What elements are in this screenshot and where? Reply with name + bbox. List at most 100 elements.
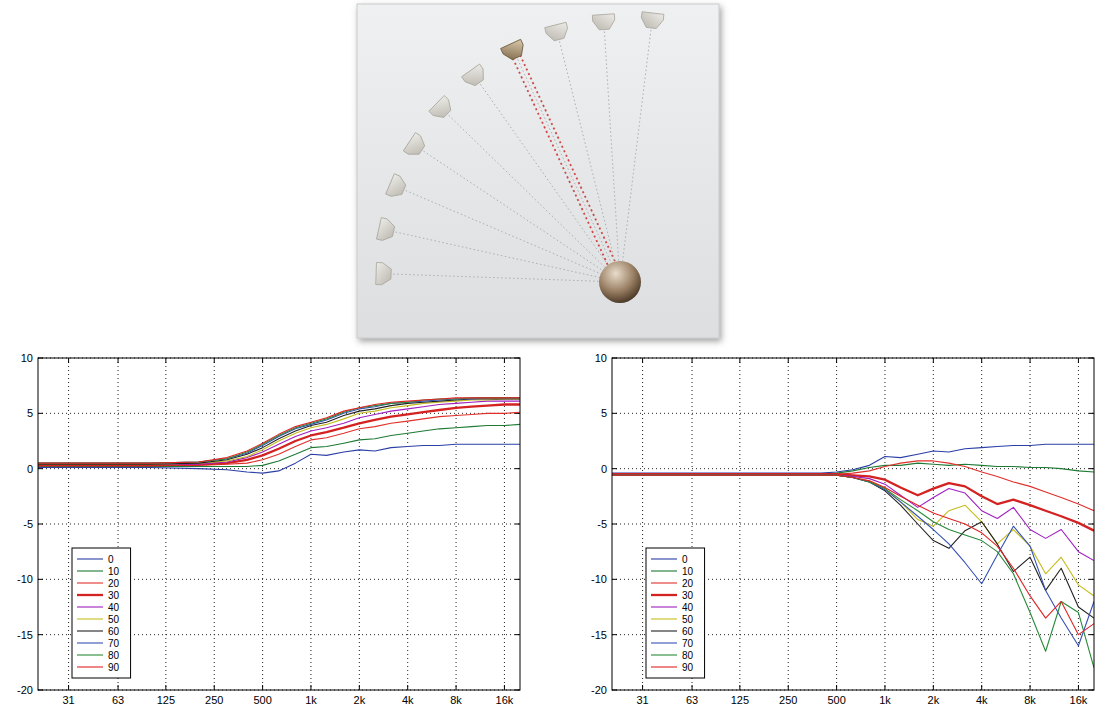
y-tick-label: -10 xyxy=(591,573,607,585)
speaker xyxy=(545,22,570,42)
legend-label: 20 xyxy=(108,578,120,589)
y-tick xyxy=(515,468,520,469)
y-tick-label: -5 xyxy=(597,518,607,530)
x-tick-label: 16k xyxy=(496,694,514,706)
x-tick xyxy=(407,685,408,690)
legend-label: 40 xyxy=(108,602,120,613)
x-tick xyxy=(1078,358,1079,363)
y-tick xyxy=(38,468,43,469)
speaker xyxy=(501,39,527,62)
sound-path xyxy=(514,52,620,282)
x-tick xyxy=(456,685,457,690)
legend-swatch xyxy=(651,654,677,655)
x-tick xyxy=(214,685,215,690)
y-tick xyxy=(515,579,520,580)
y-grid-line xyxy=(612,468,1094,469)
x-tick-label: 8k xyxy=(1024,694,1036,706)
sound-path xyxy=(558,34,620,282)
y-tick xyxy=(612,468,617,469)
y-tick xyxy=(612,634,617,635)
x-tick xyxy=(981,685,982,690)
legend-label: 10 xyxy=(108,566,120,577)
x-tick xyxy=(1078,685,1079,690)
legend-label: 40 xyxy=(682,602,694,613)
x-tick xyxy=(504,685,505,690)
x-tick xyxy=(1030,358,1031,363)
x-tick xyxy=(262,685,263,690)
chart: 31631252505001k2k4k8k16k-20-15-10-505100… xyxy=(591,352,1094,706)
y-tick-label: 0 xyxy=(601,463,607,475)
y-grid-line xyxy=(38,524,520,525)
legend: 0102030405060708090 xyxy=(72,548,131,678)
y-tick xyxy=(612,524,617,525)
x-tick xyxy=(262,358,263,363)
x-tick xyxy=(68,685,69,690)
legend-label: 50 xyxy=(682,614,694,625)
plot-frame xyxy=(612,358,1094,690)
series-line xyxy=(612,444,1094,473)
series-line xyxy=(612,475,1094,618)
x-tick xyxy=(118,685,119,690)
y-tick-label: -15 xyxy=(591,629,607,641)
y-tick-label: 10 xyxy=(21,352,33,364)
y-tick xyxy=(1089,524,1094,525)
x-tick xyxy=(310,685,311,690)
x-tick-label: 4k xyxy=(402,694,414,706)
x-tick xyxy=(165,685,166,690)
legend-swatch xyxy=(77,582,103,583)
legend-box xyxy=(72,548,131,678)
chart: 31631252505001k2k4k8k16k-20-15-10-505100… xyxy=(17,352,520,706)
speaker xyxy=(640,12,664,30)
x-tick xyxy=(214,358,215,363)
legend-label: 70 xyxy=(108,638,120,649)
x-tick xyxy=(692,685,693,690)
speaker xyxy=(592,14,615,30)
x-tick xyxy=(310,358,311,363)
page: 31631252505001k2k4k8k16k-20-15-10-505100… xyxy=(0,0,1113,712)
speaker xyxy=(377,218,396,243)
y-tick-label: -15 xyxy=(17,629,33,641)
legend-swatch xyxy=(651,618,677,619)
x-tick-label: 4k xyxy=(976,694,988,706)
highlight-path xyxy=(511,54,617,284)
y-tick-label: -20 xyxy=(591,684,607,696)
y-tick xyxy=(38,579,43,580)
legend-swatch xyxy=(77,630,103,631)
x-grid-line xyxy=(68,358,69,690)
legend-label: 80 xyxy=(682,650,694,661)
x-grid-line xyxy=(407,358,408,690)
legend-label: 60 xyxy=(682,626,694,637)
series-line xyxy=(38,399,520,464)
x-tick xyxy=(359,685,360,690)
x-grid-line xyxy=(981,358,982,690)
legend-label: 60 xyxy=(108,626,120,637)
legend-label: 30 xyxy=(108,590,120,601)
series-group xyxy=(38,398,520,473)
y-tick-label: 5 xyxy=(27,407,33,419)
y-tick xyxy=(612,579,617,580)
sound-path xyxy=(620,22,652,282)
grid xyxy=(612,358,1094,690)
sound-path xyxy=(604,23,620,282)
legend-swatch xyxy=(77,666,103,667)
y-tick xyxy=(1089,413,1094,414)
legend-label: 80 xyxy=(108,650,120,661)
sound-path xyxy=(417,147,620,282)
legend-swatch xyxy=(651,630,677,631)
series-line xyxy=(38,401,520,464)
x-tick-label: 250 xyxy=(205,694,223,706)
legend-label: 20 xyxy=(682,578,694,589)
x-tick-label: 1k xyxy=(879,694,891,706)
series-line xyxy=(38,398,520,463)
y-tick-label: 10 xyxy=(595,352,607,364)
x-tick xyxy=(836,358,837,363)
legend-label: 30 xyxy=(682,590,694,601)
speaker xyxy=(376,262,392,285)
plot-area xyxy=(38,358,520,690)
series-line xyxy=(612,475,1094,668)
legend-label: 10 xyxy=(682,566,694,577)
x-tick xyxy=(739,685,740,690)
series-line xyxy=(38,398,520,463)
legend-swatch xyxy=(651,570,677,571)
y-tick xyxy=(1089,468,1094,469)
